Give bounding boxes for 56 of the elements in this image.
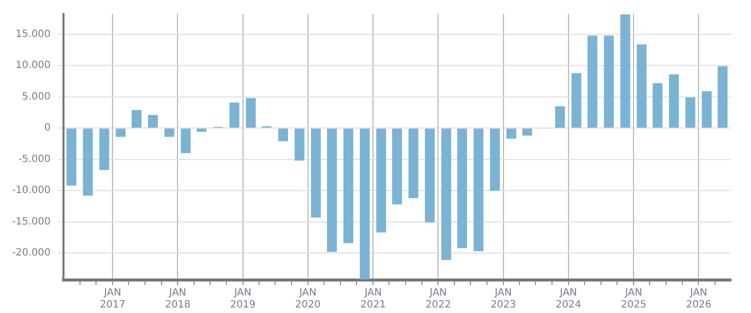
x-tick-label: JAN 2026	[686, 288, 712, 311]
y-tick-label: 15.000	[16, 28, 51, 40]
bar	[474, 128, 484, 252]
bar	[310, 128, 321, 218]
bar	[278, 128, 288, 142]
x-tick-label: JAN 2019	[230, 288, 256, 311]
x-tick-label: JAN 2024	[556, 288, 582, 311]
y-tick-label: -20.000	[12, 248, 51, 259]
y-tick-label: -15.000	[12, 216, 51, 228]
x-tick-label: JAN 2018	[164, 288, 190, 311]
bar	[604, 36, 614, 128]
y-tick-label: 0	[44, 122, 51, 134]
bar	[555, 106, 565, 128]
y-tick-label: 5.000	[22, 91, 51, 102]
x-tick-label: JAN 2025	[620, 288, 646, 311]
bar	[718, 66, 728, 128]
bar	[588, 36, 598, 128]
bar	[506, 128, 516, 139]
bar	[343, 128, 354, 244]
bar	[116, 128, 126, 137]
bar	[669, 74, 679, 128]
bar	[294, 128, 304, 161]
bar	[164, 128, 174, 137]
bar	[408, 128, 418, 198]
bar	[441, 128, 452, 260]
bar	[327, 128, 337, 252]
bar	[522, 128, 532, 136]
x-tick-label: JAN 2021	[360, 288, 386, 311]
y-tick-label: 10.000	[16, 60, 51, 72]
bar	[571, 73, 582, 128]
bar	[82, 128, 93, 196]
bar	[229, 102, 240, 128]
bar	[246, 98, 256, 128]
bar	[132, 110, 142, 128]
x-tick-label: JAN 2023	[490, 288, 516, 311]
bar	[392, 128, 402, 204]
x-tick-label: JAN 2017	[100, 288, 126, 311]
bar	[376, 128, 386, 232]
bar	[702, 91, 712, 128]
bar	[457, 128, 468, 248]
bar	[652, 83, 662, 128]
bar	[99, 128, 110, 170]
bar	[66, 128, 76, 186]
x-tick-label: JAN 2022	[425, 288, 451, 311]
y-tick-label: -5.000	[18, 154, 51, 165]
bar	[360, 128, 370, 280]
bar	[424, 128, 435, 222]
bar	[490, 128, 500, 191]
bar	[180, 128, 191, 154]
bar	[196, 128, 207, 132]
x-tick-label: JAN 2020	[295, 288, 321, 311]
bar	[148, 114, 158, 128]
bar	[685, 97, 696, 128]
y-tick-label: -10.000	[12, 185, 51, 196]
bar	[620, 14, 630, 128]
bar	[636, 44, 647, 128]
